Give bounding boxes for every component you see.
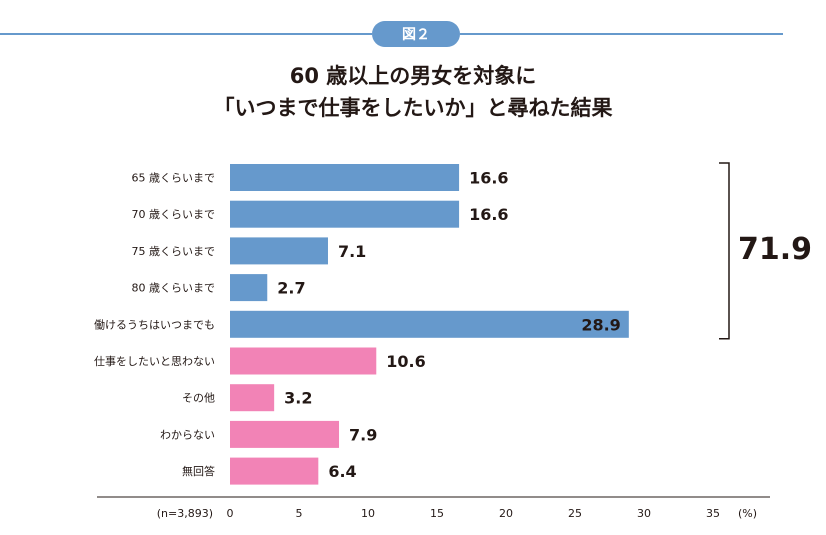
value-label-5: 10.6 <box>386 352 425 371</box>
bar-6 <box>230 384 275 412</box>
x-axis-ticks: 0 5 10 15 20 25 30 35 <box>227 507 721 520</box>
category-label-2: 75 歳くらいまで <box>132 245 216 258</box>
category-label-6: その他 <box>182 392 215 405</box>
bar-7 <box>230 420 340 448</box>
x-tick-label-2: 10 <box>361 507 375 520</box>
category-label-5: 仕事をしたいと思わない <box>94 355 215 368</box>
bracket <box>719 162 730 340</box>
category-label-3: 80 歳くらいまで <box>132 282 216 295</box>
value-label-1: 16.6 <box>469 205 508 224</box>
sample-size-note: (n=3,893) <box>157 507 213 520</box>
figure-badge-label: 図２ <box>402 27 430 43</box>
value-label-6: 3.2 <box>284 389 312 408</box>
unit-label: (%) <box>738 507 757 520</box>
x-tick-label-6: 30 <box>637 507 651 520</box>
category-label-7: わからない <box>160 428 215 441</box>
category-label-0: 65 歳くらいまで <box>132 172 216 185</box>
bracket-total-label: 71.9 <box>738 232 812 267</box>
category-labels: 65 歳くらいまで 70 歳くらいまで 75 歳くらいまで 80 歳くらいまで働けるう… <box>94 172 215 479</box>
category-label-8: 無回答 <box>182 464 215 478</box>
value-label-3: 2.7 <box>277 279 305 298</box>
x-tick-label-1: 5 <box>296 507 303 520</box>
bar-0 <box>230 164 460 191</box>
x-tick-label-3: 15 <box>430 507 444 520</box>
bar-5 <box>230 347 377 375</box>
bar-8 <box>230 457 319 485</box>
value-label-0: 16.6 <box>469 169 508 188</box>
x-tick-label-5: 25 <box>568 507 582 520</box>
bar-2 <box>230 237 328 265</box>
bar-1 <box>230 200 460 228</box>
x-tick-label-7: 35 <box>706 507 720 520</box>
figure-badge <box>372 21 460 47</box>
value-labels: 16.6 16.6 7.1 2.7 28.9 10.6 3.2 7.9 6.4 <box>277 169 621 482</box>
chart-title-line-1: 60 歳以上の男女を対象に <box>290 64 537 88</box>
bars <box>230 164 629 485</box>
bar-4 <box>230 310 629 338</box>
value-label-7: 7.9 <box>349 425 377 444</box>
value-label-8: 6.4 <box>328 462 356 481</box>
bar-3 <box>230 274 268 302</box>
category-label-4: 働けるうちはいつまでも <box>94 318 215 331</box>
value-label-2: 7.1 <box>338 242 366 261</box>
category-label-1: 70 歳くらいまで <box>132 208 216 221</box>
x-tick-label-0: 0 <box>227 507 234 520</box>
value-label-4: 28.9 <box>581 315 620 334</box>
x-tick-label-4: 20 <box>499 507 513 520</box>
chart-title-line-2: 「いつまで仕事をしたいか」と尋ねた結果 <box>214 96 613 120</box>
